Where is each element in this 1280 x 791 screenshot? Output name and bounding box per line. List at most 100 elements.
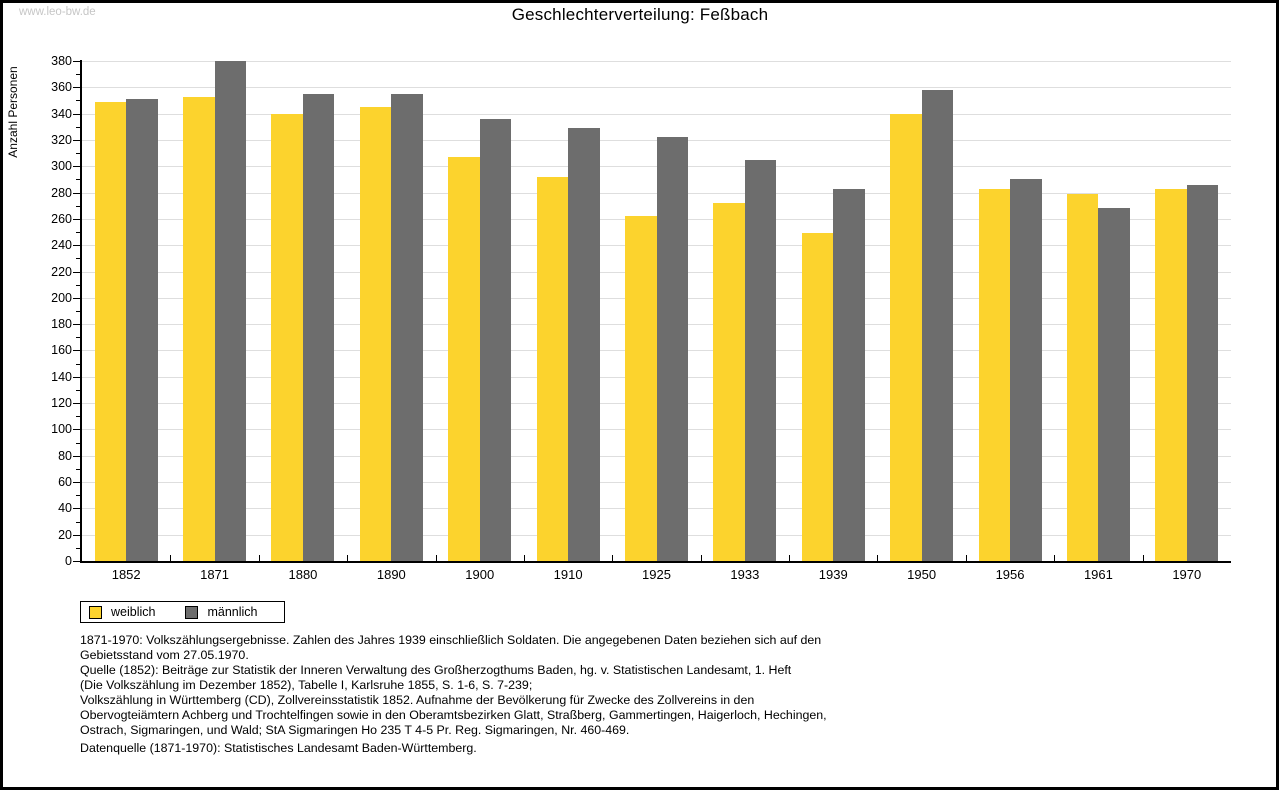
y-axis-major-tick: [73, 297, 80, 299]
y-axis-tick-label: 120: [51, 396, 72, 411]
bar-weiblich: [1155, 188, 1187, 561]
bar-maennlich: [1186, 184, 1219, 561]
bar-weiblich: [890, 113, 922, 561]
y-axis-tick-label: 100: [51, 422, 72, 437]
footnote-line: Gebietsstand vom 27.05.1970.: [80, 648, 249, 662]
footnote-line: Ostrach, Sigmaringen, und Wald; StA Sigm…: [80, 723, 630, 737]
bar-maennlich: [921, 89, 954, 561]
x-axis-label: 1950: [907, 567, 937, 582]
bar-weiblich: [536, 176, 569, 561]
y-axis-major-tick: [73, 139, 80, 141]
y-axis-minor-tick: [76, 205, 80, 207]
grid-line: [82, 113, 1231, 115]
x-axis-tick: [435, 555, 437, 561]
y-axis-major-tick: [73, 376, 80, 378]
x-axis-label: 1925: [642, 567, 671, 582]
x-axis-tick: [347, 555, 349, 561]
y-axis-major-tick: [73, 561, 80, 562]
x-axis-label: 1910: [553, 567, 583, 582]
x-axis-label: 1956: [995, 567, 1025, 582]
y-axis-major-tick: [73, 61, 80, 62]
y-axis-minor-tick: [76, 442, 80, 444]
legend-label-weiblich: weiblich: [111, 605, 156, 619]
x-axis-label: 1890: [376, 567, 406, 582]
y-axis-major-tick: [73, 245, 80, 247]
bar-maennlich: [568, 128, 600, 561]
x-axis-label: 1961: [1083, 567, 1113, 582]
y-axis-major-tick: [73, 455, 80, 457]
x-axis-label: 1900: [465, 567, 495, 582]
y-axis-minor-tick: [76, 495, 80, 497]
x-axis-label: 1933: [730, 567, 760, 582]
bar-maennlich: [833, 188, 865, 561]
y-axis-major-tick: [73, 350, 80, 352]
y-axis-tick-label: 240: [51, 238, 72, 253]
legend-swatch-weiblich: [89, 605, 102, 619]
bar-maennlich: [479, 118, 512, 561]
y-axis-major-tick: [73, 324, 80, 326]
bar-weiblich: [801, 233, 834, 561]
bar-weiblich: [359, 107, 392, 561]
y-axis-tick-label: 160: [51, 343, 72, 358]
legend-item-maennlich: männlich: [185, 605, 258, 619]
x-axis-label: 1939: [818, 567, 848, 582]
legend-item-weiblich: weiblich: [89, 605, 155, 619]
y-axis-minor-tick: [76, 416, 80, 418]
y-axis-major-tick: [73, 113, 80, 115]
y-axis-minor-tick: [76, 100, 80, 102]
x-axis-tick: [789, 555, 791, 561]
y-axis-major-tick: [73, 482, 80, 484]
y-axis-minor-tick: [76, 363, 80, 365]
y-axis-tick-label: 220: [51, 264, 72, 279]
y-axis-minor-tick: [76, 179, 80, 181]
y-axis-major-tick: [73, 192, 80, 194]
y-axis-line: [80, 60, 82, 563]
x-axis-tick: [700, 555, 702, 561]
x-axis-tick: [965, 555, 967, 561]
y-axis-tick-label: 80: [58, 448, 72, 463]
bar-maennlich: [302, 93, 335, 561]
y-axis-minor-tick: [76, 74, 80, 76]
y-axis-tick-label: 180: [51, 317, 72, 332]
y-axis-minor-tick: [76, 284, 80, 286]
x-axis-tick: [612, 555, 614, 561]
bar-maennlich: [126, 99, 158, 561]
footnote-line: Quelle (1852): Beiträge zur Statistik de…: [80, 663, 792, 677]
y-axis-minor-tick: [76, 232, 80, 234]
x-axis-tick: [258, 555, 260, 561]
bar-weiblich: [625, 216, 657, 561]
x-axis-label: 1852: [111, 567, 141, 582]
bar-weiblich: [978, 188, 1011, 561]
y-axis-minor-tick: [76, 311, 80, 312]
bar-maennlich: [656, 137, 688, 561]
bar-weiblich: [183, 96, 215, 561]
x-axis-label: 1871: [200, 567, 230, 582]
bar-weiblich: [713, 203, 745, 561]
y-axis-tick-label: 0: [65, 554, 72, 568]
y-axis-tick-label: 200: [51, 290, 72, 305]
x-axis-label: 1880: [288, 567, 318, 582]
y-axis-tick-label: 360: [51, 80, 72, 95]
chart-title: Geschlechterverteilung: Feßbach: [511, 5, 769, 24]
legend: weiblich männlich: [80, 601, 285, 623]
y-axis-minor-tick: [76, 547, 80, 549]
footnote-line: Obervogteiämtern Achberg und Trochtelfin…: [80, 708, 827, 722]
y-axis-tick-label: 140: [51, 369, 72, 384]
y-axis-tick-label: 60: [58, 475, 72, 490]
watermark: www.leo-bw.de: [19, 6, 96, 18]
y-axis-major-tick: [73, 271, 80, 273]
y-axis-minor-tick: [76, 153, 80, 155]
y-axis-minor-tick: [76, 126, 80, 128]
y-axis-major-tick: [73, 534, 80, 536]
bar-weiblich: [448, 157, 480, 561]
bar-weiblich: [94, 101, 127, 561]
x-axis-tick: [877, 555, 879, 561]
y-axis-tick-label: 280: [51, 185, 72, 200]
x-axis-line: [80, 561, 1231, 563]
x-axis-tick: [1054, 555, 1056, 561]
y-axis-minor-tick: [76, 521, 80, 523]
legend-label-maennlich: männlich: [207, 605, 258, 619]
y-axis-tick-label: 380: [51, 54, 72, 68]
y-axis-major-tick: [73, 403, 80, 405]
